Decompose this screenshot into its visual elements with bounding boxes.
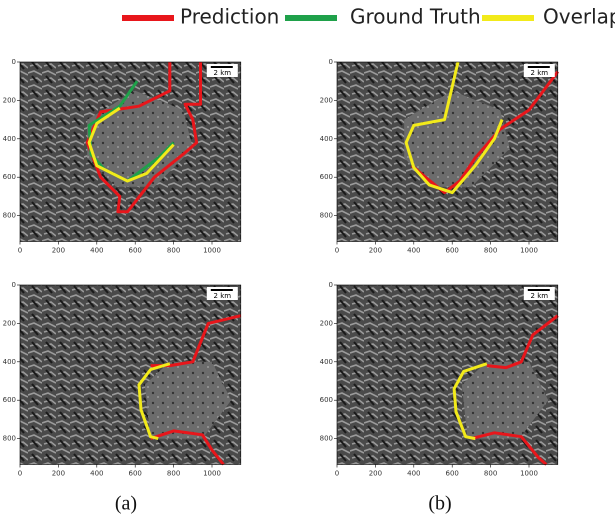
y-tick-label: 600 <box>320 173 333 181</box>
panel: 2 km 0 200 400 600 800 1000 0 200 400 600 800 <box>320 58 559 255</box>
scale-bar-label: 2 km <box>531 69 549 77</box>
frame <box>336 61 559 242</box>
x-tick-label: 600 <box>446 247 459 255</box>
y-tick-label: 0 <box>329 281 333 289</box>
x-tick-label: 1000 <box>203 470 221 478</box>
y-tick-label: 800 <box>3 212 16 220</box>
legend-label: Prediction <box>180 5 279 29</box>
caption: (a) <box>115 493 137 515</box>
frame <box>336 284 559 465</box>
x-tick-label: 600 <box>129 247 142 255</box>
x-tick-label: 0 <box>335 470 339 478</box>
legend-label: Ground Truth <box>350 5 481 29</box>
y-tick-label: 200 <box>3 319 16 327</box>
boundary-line <box>87 106 175 183</box>
frame <box>19 61 242 242</box>
y-tick-label: 0 <box>329 58 333 66</box>
panel: 2 km 0 200 400 600 800 1000 0 200 400 600 800 <box>320 281 559 478</box>
glacier-region <box>461 361 549 439</box>
x-tick-label: 200 <box>369 247 382 255</box>
boundary-line <box>150 429 225 466</box>
y-tick-label: 200 <box>320 96 333 104</box>
boundary-line <box>410 70 559 195</box>
x-tick-label: 200 <box>52 247 65 255</box>
y-tick-label: 800 <box>3 435 16 443</box>
x-tick-label: 200 <box>369 470 382 478</box>
glacier-region <box>144 361 232 439</box>
x-tick-label: 1000 <box>520 470 538 478</box>
legend-label: Overlap <box>543 5 615 29</box>
y-tick-label: 400 <box>3 135 16 143</box>
glacier-region <box>404 90 510 187</box>
y-tick-label: 200 <box>320 319 333 327</box>
x-tick-label: 800 <box>484 470 497 478</box>
x-tick-label: 1000 <box>520 247 538 255</box>
caption: (b) <box>428 493 451 515</box>
y-tick-label: 800 <box>320 212 333 220</box>
y-tick-label: 0 <box>12 281 16 289</box>
boundary-line <box>452 362 488 441</box>
x-tick-label: 600 <box>129 470 142 478</box>
panel: 2 km 0 200 400 600 800 1000 0 200 400 600 800 <box>3 281 242 478</box>
y-tick-label: 600 <box>3 173 16 181</box>
x-tick-label: 400 <box>407 470 420 478</box>
x-tick-label: 1000 <box>203 247 221 255</box>
x-tick-label: 800 <box>484 247 497 255</box>
scale-bar-label: 2 km <box>214 69 232 77</box>
x-tick-label: 200 <box>52 470 65 478</box>
x-tick-label: 600 <box>446 470 459 478</box>
y-tick-label: 200 <box>3 96 16 104</box>
y-tick-label: 400 <box>320 358 333 366</box>
boundary-line <box>137 362 171 441</box>
glacier-region <box>87 90 193 187</box>
boundary-line <box>486 314 559 370</box>
x-tick-label: 400 <box>90 247 103 255</box>
x-tick-label: 800 <box>167 470 180 478</box>
y-tick-label: 400 <box>3 358 16 366</box>
scale-bar-label: 2 km <box>214 292 232 300</box>
panel: 2 km 0 200 400 600 800 1000 0 200 400 600 800 <box>3 58 242 255</box>
x-tick-label: 0 <box>18 470 22 478</box>
y-tick-label: 600 <box>320 396 333 404</box>
x-tick-label: 800 <box>167 247 180 255</box>
scale-bar-label: 2 km <box>531 292 549 300</box>
y-tick-label: 600 <box>3 396 16 404</box>
y-tick-label: 0 <box>12 58 16 66</box>
y-tick-label: 800 <box>320 435 333 443</box>
x-tick-label: 0 <box>18 247 22 255</box>
x-tick-label: 0 <box>335 247 339 255</box>
boundary-line <box>471 431 548 466</box>
x-tick-label: 400 <box>407 247 420 255</box>
frame <box>19 284 242 465</box>
boundary-line <box>404 61 504 195</box>
y-tick-label: 400 <box>320 135 333 143</box>
x-tick-label: 400 <box>90 470 103 478</box>
